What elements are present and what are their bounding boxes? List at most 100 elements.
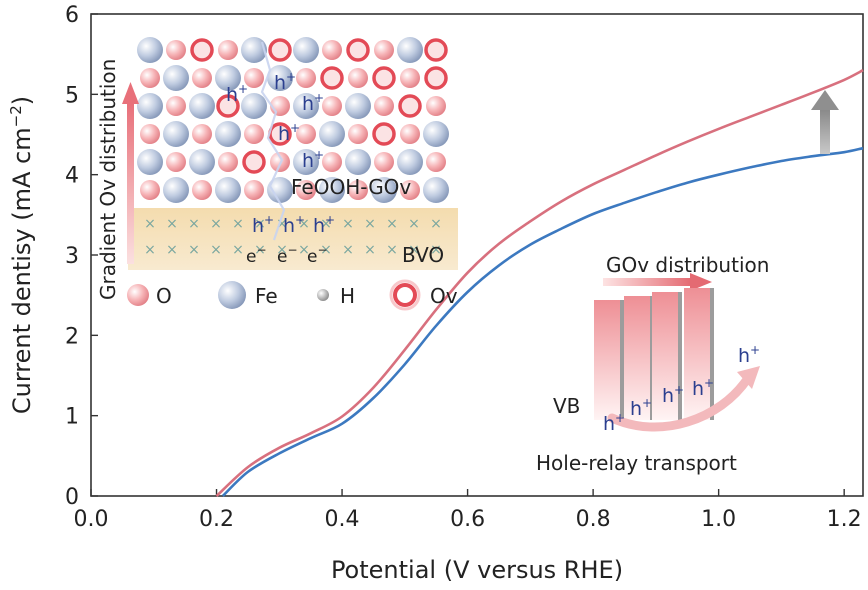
fe-atom bbox=[163, 177, 189, 203]
o-atom bbox=[348, 68, 368, 88]
o-atom bbox=[426, 96, 446, 116]
lattice-cross: × bbox=[254, 242, 266, 258]
lattice-cross: × bbox=[430, 216, 442, 232]
lattice-cross: × bbox=[430, 242, 442, 258]
fe-atom bbox=[397, 37, 423, 63]
lattice-cross: × bbox=[232, 216, 244, 232]
ov-vacancy bbox=[320, 66, 344, 90]
fe-atom bbox=[189, 149, 215, 175]
fe-atom bbox=[319, 121, 345, 147]
lattice-cross: × bbox=[276, 242, 288, 258]
o-atom bbox=[218, 40, 238, 60]
fe-atom bbox=[137, 149, 163, 175]
hole-path bbox=[260, 41, 286, 241]
lattice-cross: × bbox=[408, 242, 420, 258]
y-tick-label: 1 bbox=[65, 405, 79, 430]
fe-atom bbox=[215, 65, 241, 91]
o-atom bbox=[322, 152, 342, 172]
series-line-feooh-gov bbox=[215, 69, 864, 497]
ov-vacancy bbox=[372, 122, 396, 146]
o-atom bbox=[244, 68, 264, 88]
fe-atom bbox=[293, 93, 319, 119]
lattice-cross: × bbox=[210, 216, 222, 232]
o-atom bbox=[374, 96, 394, 116]
relay-bar-edge bbox=[620, 300, 624, 420]
fe-atom bbox=[241, 37, 267, 63]
substrate-lattice: × × × × × × × × × × × × × × × × × × × × × × × × × × × × bbox=[144, 216, 442, 258]
lattice-cross: × bbox=[232, 242, 244, 258]
relay-bar-edge bbox=[678, 292, 682, 420]
legend-h-label: H bbox=[340, 284, 355, 308]
hole-label: h+ bbox=[278, 121, 300, 145]
x-tick-label: 0.4 bbox=[325, 507, 360, 532]
o-atom bbox=[140, 124, 160, 144]
fe-atom bbox=[215, 121, 241, 147]
y-tick-label: 2 bbox=[65, 324, 79, 349]
lattice-cross: × bbox=[342, 242, 354, 258]
vb-label: VB bbox=[553, 394, 580, 418]
bvo-label: BVO bbox=[402, 243, 444, 267]
o-atom bbox=[400, 180, 420, 200]
relay-bar-edge bbox=[710, 288, 714, 420]
ov-vacancy bbox=[242, 150, 266, 174]
hole-label: h+ bbox=[302, 91, 324, 115]
legend-o-label: O bbox=[156, 284, 172, 308]
ov-vacancy bbox=[190, 38, 214, 62]
y-tick-label: 4 bbox=[65, 164, 79, 189]
o-atom bbox=[192, 124, 212, 144]
lattice-cross: × bbox=[320, 216, 332, 232]
relay-arrowhead-icon bbox=[737, 366, 760, 389]
structure-inset: × × × × × × × × × × × × × × × × × × × × × × × × × × × × Gradient Ov… bbox=[96, 37, 458, 311]
feooh-gov-label: FeOOH-GOv bbox=[291, 175, 411, 199]
relay-bar bbox=[624, 296, 650, 420]
legend-fe-marker bbox=[218, 281, 246, 309]
lattice-cross: × bbox=[254, 216, 266, 232]
relay-bar bbox=[652, 292, 678, 420]
ov-vacancy bbox=[346, 38, 370, 62]
o-atom bbox=[400, 124, 420, 144]
o-atom bbox=[166, 152, 186, 172]
o-atom bbox=[296, 68, 316, 88]
x-tick-label: 0.0 bbox=[74, 507, 109, 532]
o-atom bbox=[140, 180, 160, 200]
curves bbox=[215, 69, 864, 497]
o-atom bbox=[322, 96, 342, 116]
fe-atom bbox=[163, 65, 189, 91]
legend-o-marker bbox=[127, 284, 149, 306]
legend-ov-label: Ov bbox=[430, 284, 458, 308]
o-atom bbox=[166, 40, 186, 60]
fe-atom bbox=[319, 177, 345, 203]
y-tick-label: 6 bbox=[65, 3, 79, 28]
ov-vacancy bbox=[216, 94, 240, 118]
x-axis-ticks: 0.0 0.2 0.4 0.6 0.8 1.0 1.2 bbox=[74, 489, 862, 532]
x-tick-label: 1.2 bbox=[827, 507, 862, 532]
lattice-cross: × bbox=[364, 216, 376, 232]
relay-bars bbox=[594, 288, 714, 420]
hole-relay-caption: Hole-relay transport bbox=[536, 451, 737, 475]
lattice-cross: × bbox=[166, 242, 178, 258]
legend-fe-label: Fe bbox=[255, 284, 278, 308]
x-tick-label: 0.6 bbox=[450, 507, 485, 532]
lattice-cross: × bbox=[210, 242, 222, 258]
fe-atom bbox=[241, 93, 267, 119]
fe-atom bbox=[189, 93, 215, 119]
o-atom bbox=[296, 180, 316, 200]
hole-label: h+ bbox=[302, 148, 324, 172]
bvo-substrate bbox=[128, 208, 458, 270]
o-atom bbox=[374, 152, 394, 172]
fe-atom bbox=[267, 65, 293, 91]
lattice-cross: × bbox=[320, 242, 332, 258]
lattice-cross: × bbox=[166, 216, 178, 232]
o-atom bbox=[426, 152, 446, 172]
o-atom bbox=[400, 68, 420, 88]
o-atom bbox=[244, 180, 264, 200]
lattice-cross: × bbox=[364, 242, 376, 258]
y-axis-title: Current dentisy (mA cm−2) bbox=[7, 96, 36, 414]
lattice-cross: × bbox=[298, 216, 310, 232]
ov-vacancy bbox=[398, 94, 422, 118]
x-axis-title: Potential (V versus RHE) bbox=[331, 556, 623, 584]
lattice-cross: × bbox=[144, 242, 156, 258]
fe-atom bbox=[423, 121, 449, 147]
o-atom bbox=[192, 68, 212, 88]
